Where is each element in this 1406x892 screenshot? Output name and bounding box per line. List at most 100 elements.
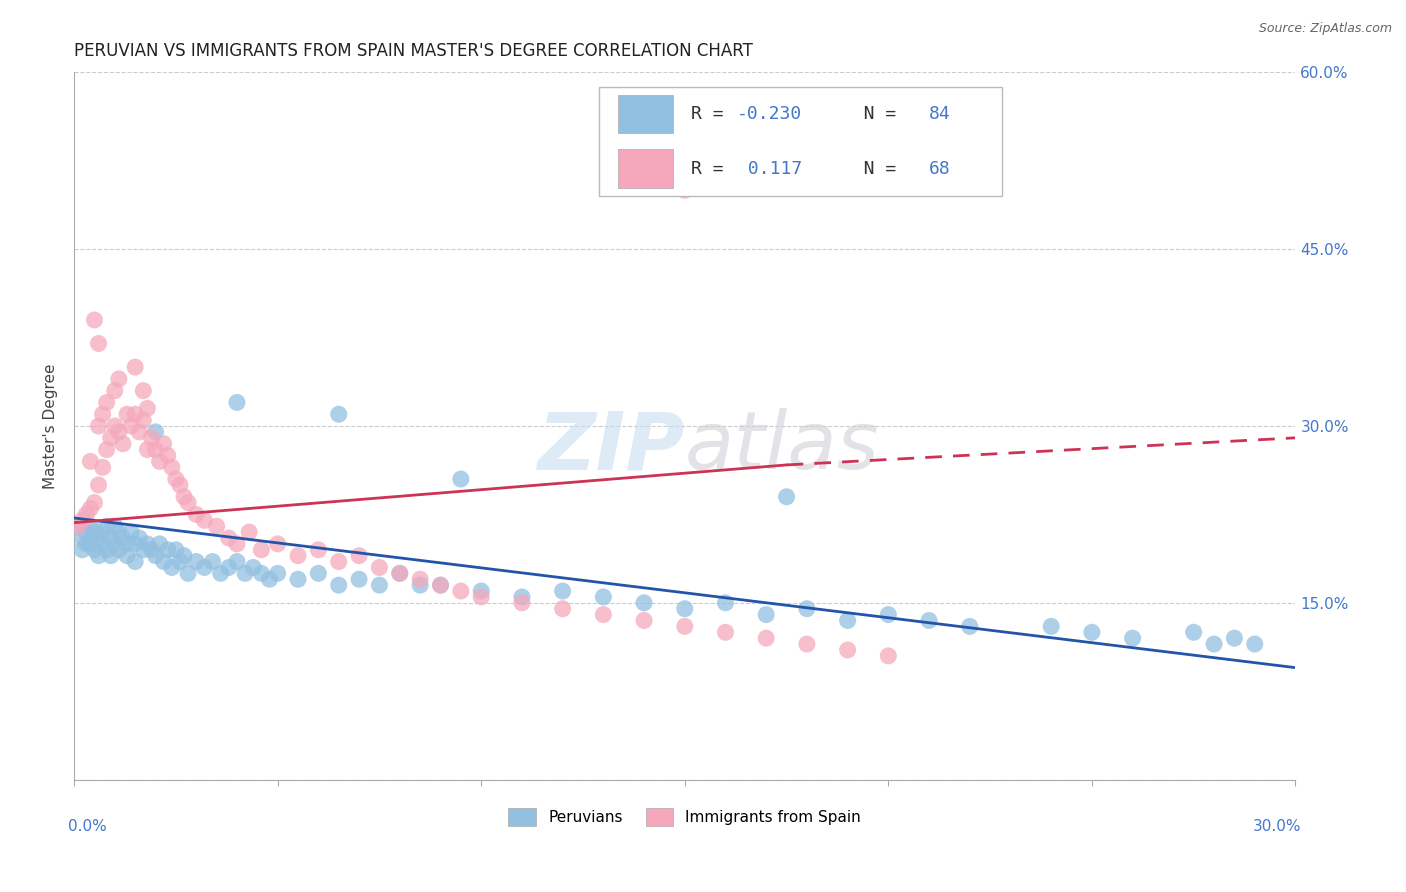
Point [70, 531, 93, 545]
Point [388, 566, 411, 581]
Point [100, 431, 122, 445]
Point [136, 401, 159, 416]
Y-axis label: Master's Degree: Master's Degree [44, 363, 58, 489]
Point [633, 614, 655, 628]
Point [87, 419, 110, 434]
Point [104, 519, 127, 533]
Point [551, 584, 574, 599]
Point [450, 472, 472, 486]
Point [160, 560, 183, 574]
Text: 68: 68 [929, 160, 950, 178]
Point [96, 519, 118, 533]
Point [83, 313, 105, 327]
Text: N =: N = [831, 105, 907, 123]
Point [115, 549, 138, 563]
Point [429, 578, 451, 592]
Point [79, 519, 101, 533]
Point [368, 560, 391, 574]
Point [87, 549, 110, 563]
Point [87, 336, 110, 351]
Text: ZIP: ZIP [537, 409, 685, 486]
Text: -0.230: -0.230 [737, 105, 803, 123]
Point [132, 542, 155, 557]
Point [156, 542, 179, 557]
Point [328, 555, 350, 569]
Point [120, 525, 142, 540]
Text: Source: ZipAtlas.com: Source: ZipAtlas.com [1258, 22, 1392, 36]
Point [104, 384, 127, 398]
Point [238, 525, 260, 540]
Point [124, 537, 146, 551]
Point [837, 643, 859, 657]
Point [307, 566, 329, 581]
Point [388, 566, 411, 581]
Point [287, 549, 309, 563]
Point [83, 542, 105, 557]
Point [266, 537, 288, 551]
Point [1243, 637, 1265, 651]
Point [124, 407, 146, 421]
Point [201, 555, 224, 569]
Text: 0.0%: 0.0% [67, 819, 107, 833]
Point [177, 495, 200, 509]
Text: N =: N = [831, 160, 907, 178]
Point [470, 590, 492, 604]
Text: 0.117: 0.117 [737, 160, 803, 178]
Point [1040, 619, 1063, 633]
Point [67, 519, 90, 533]
Point [409, 572, 432, 586]
Point [100, 531, 122, 545]
Point [193, 513, 215, 527]
Point [510, 596, 533, 610]
Point [83, 495, 105, 509]
Point [124, 360, 146, 375]
Point [141, 542, 163, 557]
Point [673, 619, 696, 633]
Point [218, 560, 240, 574]
Text: R =: R = [690, 160, 734, 178]
Point [70, 542, 93, 557]
Point [132, 384, 155, 398]
Point [328, 407, 350, 421]
Point [714, 625, 737, 640]
Point [368, 578, 391, 592]
Point [91, 525, 114, 540]
Point [592, 590, 614, 604]
Point [128, 425, 150, 439]
Point [186, 555, 208, 569]
Point [959, 619, 981, 633]
Point [226, 395, 249, 409]
Point [226, 555, 249, 569]
Point [128, 531, 150, 545]
Point [673, 183, 696, 197]
Point [250, 566, 273, 581]
Text: 84: 84 [929, 105, 950, 123]
Point [165, 542, 187, 557]
Point [79, 537, 101, 551]
Point [177, 566, 200, 581]
Point [796, 601, 818, 615]
Point [877, 648, 900, 663]
Point [347, 572, 370, 586]
Point [115, 407, 138, 421]
Point [173, 490, 195, 504]
Point [67, 519, 90, 533]
Point [673, 601, 696, 615]
Point [70, 513, 93, 527]
Point [149, 537, 172, 551]
Point [149, 454, 172, 468]
Point [1122, 631, 1144, 645]
Point [83, 525, 105, 540]
Point [205, 519, 228, 533]
Point [169, 555, 191, 569]
Point [104, 537, 127, 551]
Point [551, 601, 574, 615]
FancyBboxPatch shape [617, 95, 672, 134]
Text: 30.0%: 30.0% [1253, 819, 1302, 833]
Point [156, 449, 179, 463]
Point [209, 566, 232, 581]
Point [287, 572, 309, 586]
Point [510, 590, 533, 604]
Point [100, 549, 122, 563]
Point [409, 578, 432, 592]
